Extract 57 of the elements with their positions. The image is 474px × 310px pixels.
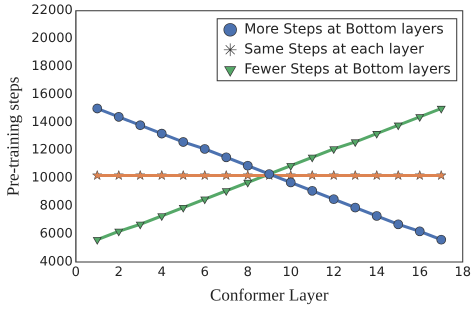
x-tick-label: 0 [72, 265, 80, 280]
x-tick-label: 16 [411, 265, 428, 280]
y-tick-label: 12000 [31, 142, 73, 158]
point [414, 226, 425, 236]
y-tick-label: 14000 [31, 114, 73, 130]
y-tick-label: 4000 [40, 254, 73, 270]
point [156, 128, 167, 138]
point [178, 137, 188, 147]
x-tick-label: 12 [325, 265, 342, 280]
y-tick-label: 20000 [31, 31, 73, 46]
point [221, 152, 232, 162]
point [329, 146, 338, 154]
point [200, 196, 209, 204]
x-tick-label: 2 [114, 265, 123, 280]
y-tick-label: 22000 [31, 3, 73, 18]
y-tick-label: 10000 [31, 170, 73, 186]
point [135, 120, 146, 130]
x-tick-label: 14 [368, 265, 386, 280]
point [286, 178, 296, 188]
x-tick-label: 10 [282, 265, 300, 280]
point [114, 228, 123, 236]
x-tick-label: 8 [244, 265, 252, 280]
point [393, 219, 404, 230]
point [415, 114, 424, 122]
point [350, 139, 360, 147]
legend-label: More Steps at Bottom layers [244, 21, 444, 38]
y-tick-label: 6000 [40, 226, 73, 242]
point [93, 237, 102, 245]
x-tick-label: 18 [454, 265, 471, 280]
point [394, 122, 402, 130]
point [436, 106, 446, 114]
x-tick-label: 4 [158, 265, 166, 280]
legend-label: Same Steps at each layer [244, 41, 424, 58]
point [200, 144, 210, 154]
point [308, 154, 316, 162]
point [242, 160, 253, 171]
x-tick-label: 6 [200, 265, 209, 280]
point [286, 163, 295, 171]
point [158, 213, 166, 221]
point [350, 202, 360, 212]
x-axis-title: Conformer Layer [210, 285, 329, 304]
point [222, 188, 230, 196]
point [328, 194, 339, 204]
legend-label: Fewer Steps at Bottom layers [244, 61, 451, 78]
y-tick-label: 8000 [40, 198, 73, 214]
point [114, 112, 124, 122]
point [372, 211, 382, 221]
point [307, 186, 318, 196]
y-tick-label: 16000 [31, 86, 73, 102]
point [179, 204, 188, 212]
point [136, 222, 144, 230]
point [92, 104, 102, 114]
point [436, 234, 446, 245]
y-tick-label: 18000 [31, 58, 73, 74]
point [372, 131, 381, 138]
point [243, 180, 252, 188]
y-axis-title: Pre-training steps [4, 76, 23, 196]
